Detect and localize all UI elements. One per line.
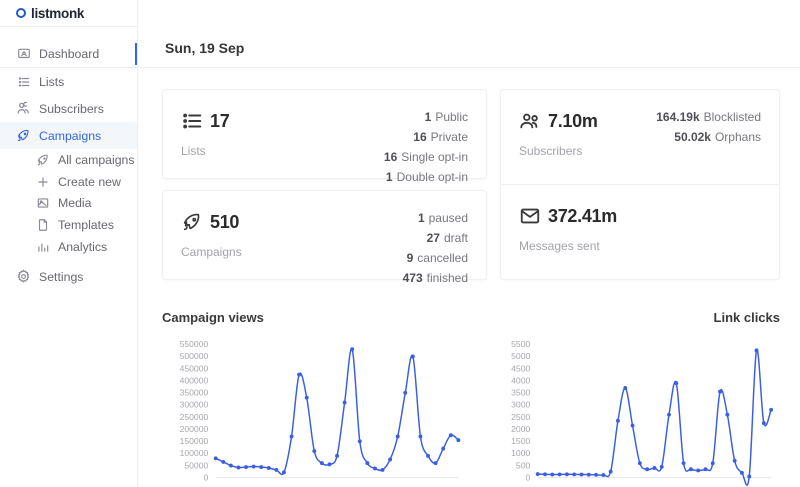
- svg-text:500: 500: [516, 460, 531, 470]
- svg-text:4000: 4000: [511, 375, 530, 385]
- svg-text:4500: 4500: [511, 363, 530, 373]
- svg-text:150000: 150000: [180, 436, 209, 446]
- svg-text:450000: 450000: [180, 363, 209, 373]
- svg-text:300000: 300000: [180, 400, 209, 410]
- svg-text:5500: 5500: [511, 339, 530, 349]
- svg-text:200000: 200000: [180, 424, 209, 434]
- svg-text:2000: 2000: [511, 424, 530, 434]
- svg-text:550000: 550000: [180, 339, 209, 349]
- svg-text:50000: 50000: [184, 460, 208, 470]
- svg-text:1000: 1000: [511, 448, 530, 458]
- svg-text:1500: 1500: [511, 436, 530, 446]
- svg-text:500000: 500000: [180, 351, 209, 361]
- svg-text:100000: 100000: [180, 448, 209, 458]
- svg-text:250000: 250000: [180, 412, 209, 422]
- svg-text:3500: 3500: [511, 388, 530, 398]
- svg-text:0: 0: [204, 472, 209, 482]
- svg-text:2500: 2500: [511, 412, 530, 422]
- svg-text:350000: 350000: [180, 388, 209, 398]
- svg-text:400000: 400000: [180, 375, 209, 385]
- svg-text:0: 0: [525, 472, 530, 482]
- svg-text:5000: 5000: [511, 351, 530, 361]
- svg-text:3000: 3000: [511, 400, 530, 410]
